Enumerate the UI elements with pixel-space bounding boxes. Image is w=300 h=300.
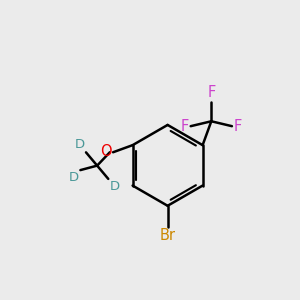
Text: D: D (110, 180, 120, 193)
Text: F: F (207, 85, 215, 100)
Text: F: F (234, 119, 242, 134)
Text: D: D (68, 171, 79, 184)
Text: O: O (100, 144, 112, 159)
Text: F: F (181, 119, 189, 134)
Text: Br: Br (160, 228, 176, 243)
Text: D: D (75, 138, 85, 151)
